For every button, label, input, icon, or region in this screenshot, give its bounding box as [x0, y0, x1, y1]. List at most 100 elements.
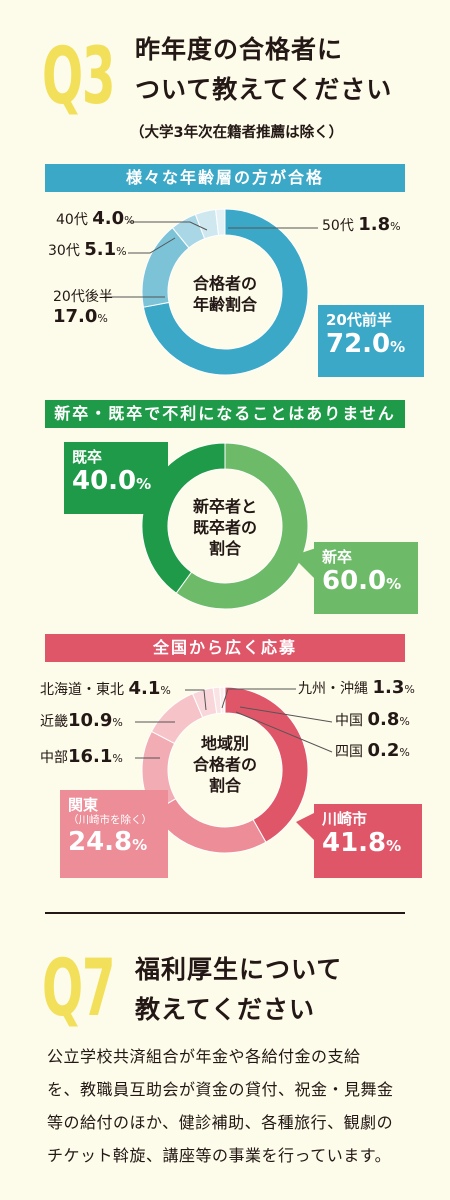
age-center-line1: 合格者の	[192, 274, 257, 293]
leader-line-hokkaido	[185, 689, 207, 711]
label-chugoku-value: 0.8	[367, 709, 400, 730]
grad-center-line1: 新卒者と	[192, 497, 257, 516]
q3-subtitle: （大学3年次在籍者推薦は除く）	[130, 125, 344, 141]
label-hokkaido-name: 北海道・東北	[40, 682, 124, 698]
q7-title-line2: 教えてください	[135, 995, 316, 1024]
callout-kawasaki-unit: %	[386, 837, 402, 855]
region-center-line3: 割合	[208, 776, 241, 795]
label-chubu-name: 中部	[40, 750, 68, 766]
callout-kawasaki-name: 川崎市	[322, 810, 368, 828]
label-kyushu-value: 1.3	[372, 677, 405, 698]
q7-body: 公立学校共済組合が年金や各給付金の支給 を、教職員互助会が資金の貸付、祝金・見舞…	[47, 1040, 394, 1172]
label-kyushu-name: 九州・沖縄	[298, 681, 368, 697]
callout-experienced-value: 40.0	[72, 466, 137, 496]
label-kinki-name: 近畿	[40, 714, 68, 730]
label-shikoku: 四国 0.2%	[335, 740, 410, 761]
label-kinki-unit: %	[112, 716, 123, 729]
label-chubu-unit: %	[112, 752, 123, 765]
donut-region-slice-5	[212, 686, 222, 715]
label-kyushu-unit: %	[404, 683, 415, 696]
label-40s-value: 4.0	[92, 208, 125, 229]
q3-number: Q3	[42, 32, 116, 122]
q7-title-line1: 福利厚生について	[135, 955, 343, 984]
label-chugoku-unit: %	[399, 715, 410, 728]
q3-title-line2: ついて教えてください	[135, 75, 393, 104]
callout-kanto-note: （川崎市を除く）	[68, 814, 152, 826]
donut-age-slice-2	[171, 213, 206, 249]
label-20s-late-value: 17.0	[53, 306, 98, 327]
callout-new-grad-unit: %	[386, 575, 402, 593]
callout-kanto-name: 関東	[68, 796, 99, 814]
grad-center-label: 新卒者と 既卒者の 割合	[185, 496, 265, 559]
label-50s-value: 1.8	[358, 214, 391, 235]
label-20s-late: 20代後半 17.0%	[53, 286, 113, 327]
label-kinki: 近畿10.9%	[40, 710, 123, 731]
callout-experienced-unit: %	[136, 475, 152, 493]
callout-new-grad-value: 60.0	[322, 566, 387, 596]
leader-line-40s	[128, 221, 208, 231]
grad-chart-title: 新卒・既卒で不利になることはありません	[45, 400, 405, 428]
label-30s-unit: %	[116, 245, 127, 258]
callout-experienced-name: 既卒	[72, 448, 103, 466]
label-50s: 50代 1.8%	[322, 214, 401, 235]
callout-kanto-value: 24.8	[68, 827, 133, 857]
leader-line-kyushu	[221, 688, 296, 709]
age-center-line2: 年齢割合	[192, 295, 257, 314]
q3-title-line1: 昨年度の合格者に	[135, 35, 344, 64]
leader-line-chugoku	[239, 706, 333, 723]
grad-center-line3: 割合	[208, 539, 241, 558]
callout-kawasaki: 川崎市 41.8%	[314, 804, 422, 878]
label-40s-name: 40代	[56, 212, 88, 228]
age-center-label: 合格者の 年齢割合	[180, 273, 270, 315]
callout-kanto-unit: %	[132, 836, 148, 854]
q7-body-line3: 等の給付のほか、健診補助、各種旅行、観劇の	[47, 1113, 394, 1132]
label-kinki-value: 10.9	[68, 710, 113, 731]
label-40s-unit: %	[124, 214, 135, 227]
callout-kawasaki-value: 41.8	[322, 828, 387, 858]
label-kyushu: 九州・沖縄 1.3%	[298, 677, 415, 698]
donut-region-slice-6	[219, 686, 225, 714]
label-chugoku: 中国 0.8%	[335, 709, 410, 730]
region-chart-title: 全国から広く応募	[45, 634, 405, 662]
label-shikoku-unit: %	[399, 746, 410, 759]
donut-region-slice-4	[191, 687, 218, 719]
callout-kanto: 関東 （川崎市を除く） 24.8%	[60, 790, 168, 878]
donut-region-slice-1	[152, 798, 267, 854]
label-30s: 30代 5.1%	[48, 239, 127, 260]
region-callout-pointer-right	[296, 812, 316, 842]
donut-age-slice-4	[215, 208, 226, 236]
label-20s-late-name: 20代後半	[53, 289, 113, 305]
label-30s-name: 30代	[48, 243, 80, 259]
grad-center-line2: 既卒者の	[192, 518, 257, 537]
label-shikoku-value: 0.2	[367, 740, 400, 761]
label-50s-unit: %	[390, 220, 401, 233]
callout-20s-early-unit: %	[390, 338, 406, 356]
grad-callout-pointer-right	[292, 548, 316, 580]
callout-new-grad-name: 新卒	[322, 548, 353, 566]
donut-region-slice-7	[223, 686, 226, 714]
label-hokkaido: 北海道・東北 4.1%	[40, 678, 171, 699]
leader-line-30s	[128, 237, 176, 254]
q7-body-line4: チケット斡旋、講座等の事業を行っています。	[47, 1146, 392, 1165]
donut-age-slice-3	[194, 208, 220, 240]
label-40s: 40代 4.0%	[56, 208, 135, 229]
q7-number: Q7	[42, 944, 116, 1034]
label-shikoku-name: 四国	[335, 744, 363, 760]
region-center-line2: 合格者の	[192, 755, 257, 774]
section-divider	[45, 912, 405, 914]
label-chubu-value: 16.1	[68, 746, 113, 767]
callout-20s-early: 20代前半 72.0%	[318, 305, 424, 377]
q7-body-line1: 公立学校共済組合が年金や各給付金の支給	[47, 1047, 361, 1066]
label-hokkaido-unit: %	[160, 684, 171, 697]
label-20s-late-unit: %	[97, 312, 108, 325]
region-center-line1: 地域別	[200, 734, 249, 753]
label-chugoku-name: 中国	[335, 713, 363, 729]
label-50s-name: 50代	[322, 218, 354, 234]
callout-experienced: 既卒 40.0%	[64, 442, 168, 514]
label-hokkaido-value: 4.1	[128, 678, 161, 699]
region-center-label: 地域別 合格者の 割合	[185, 733, 265, 796]
label-30s-value: 5.1	[84, 239, 117, 260]
callout-20s-early-value: 72.0	[326, 329, 391, 359]
callout-20s-early-name: 20代前半	[326, 311, 392, 329]
label-chubu: 中部16.1%	[40, 746, 123, 767]
